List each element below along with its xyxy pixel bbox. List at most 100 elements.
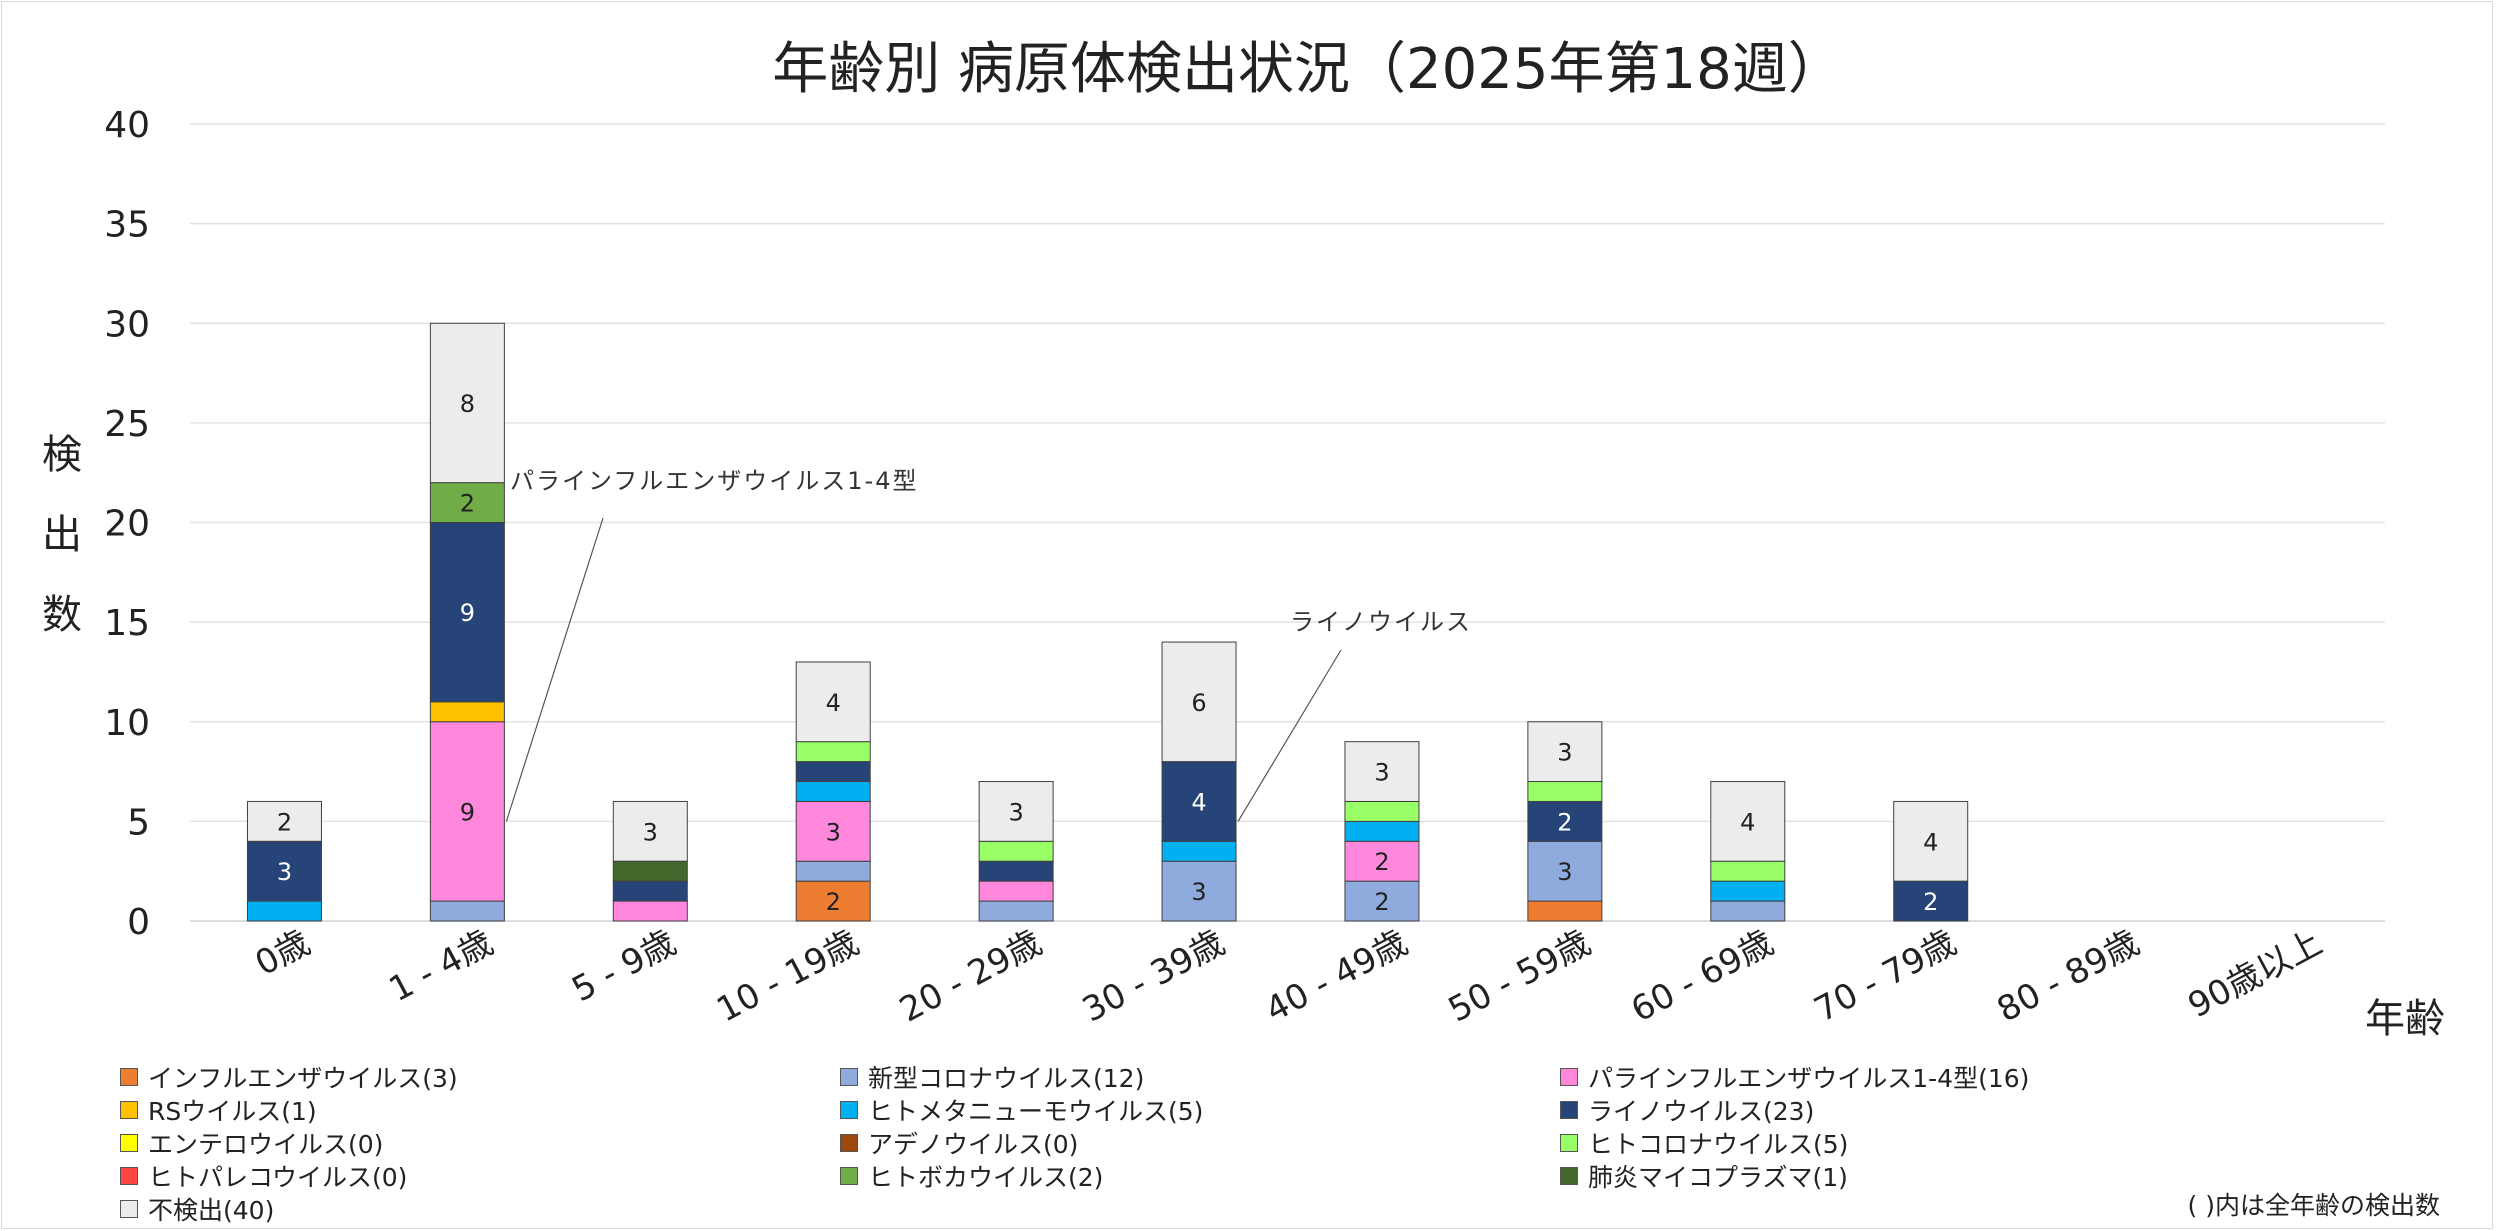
callout-label: パラインフルエンザウイルス1-4型 <box>510 467 918 495</box>
legend-item: パラインフルエンザウイルス1-4型(16) <box>1560 1060 2280 1093</box>
data-label: 3 <box>1557 858 1572 886</box>
legend-item: RSウイルス(1) <box>120 1093 840 1126</box>
bar-segment <box>1527 721 1603 783</box>
bar-segment <box>1344 800 1420 822</box>
x-tick-label: 50 - 59歳 <box>1442 923 1597 1031</box>
bar-segment <box>795 781 871 802</box>
bar-segment <box>978 840 1054 862</box>
y-tick-label: 5 <box>127 802 150 843</box>
bar-segment <box>1344 880 1420 922</box>
bar-segment <box>1344 741 1420 802</box>
bar-segment <box>1161 840 1237 862</box>
bar-segment <box>246 840 322 902</box>
x-tick-label: 90歳以上 <box>2182 923 2329 1027</box>
y-tick-label: 20 <box>104 504 150 545</box>
legend-label: ヒトメタニューモウイルス(5) <box>868 1096 1204 1126</box>
legend-item: ヒトパレコウイルス(0) <box>120 1159 840 1192</box>
y-axis-title-char: 数 <box>42 592 82 638</box>
y-tick-label: 40 <box>104 105 150 146</box>
data-label: 2 <box>1923 888 1938 916</box>
data-label: 3 <box>1557 739 1572 767</box>
legend-label: インフルエンザウイルス(3) <box>148 1063 458 1093</box>
bar-segment <box>612 900 688 922</box>
legend-swatch <box>1560 1166 1578 1185</box>
legend-label: 新型コロナウイルス(12) <box>868 1063 1145 1093</box>
bar-segment <box>429 701 505 723</box>
x-tick-label: 0歳 <box>249 923 317 984</box>
bar-segment <box>1161 761 1237 842</box>
data-labels: 3 2 9 9 2 8 3 2 3 4 3 3 4 6 2 2 3 3 2 3 4 2 4 <box>277 390 1939 916</box>
legend-label: 肺炎マイコプラズマ(1) <box>1588 1162 1848 1192</box>
data-label: 3 <box>643 818 658 846</box>
y-tick-label: 0 <box>127 902 150 943</box>
bar-segment <box>1527 781 1603 802</box>
legend-item: インフルエンザウイルス(3) <box>120 1060 840 1093</box>
bar-segment <box>1161 860 1237 922</box>
data-label: 4 <box>1740 808 1755 836</box>
bar-segment <box>429 322 505 484</box>
y-axis-title-char: 出 <box>42 512 82 558</box>
x-axis-ticks: 0歳 1 - 4歳 5 - 9歳 10 - 19歳 20 - 29歳 30 - 39歳 40… <box>249 923 2329 1031</box>
bar-segment <box>1344 840 1420 882</box>
bars <box>246 322 1969 922</box>
bar-segment <box>612 860 688 882</box>
legend-item: ヒトボカウイルス(2) <box>840 1159 1560 1192</box>
legend-label: パラインフルエンザウイルス1-4型(16) <box>1588 1063 2030 1093</box>
legend-item: ヒトコロナウイルス(5) <box>1560 1126 2280 1159</box>
data-label: 2 <box>1374 888 1389 916</box>
footnote: ( )内は全年齢の検出数 <box>2187 1191 2440 1220</box>
data-label: 2 <box>460 490 475 518</box>
data-label: 3 <box>1374 759 1389 787</box>
data-label: 4 <box>1923 828 1938 856</box>
bar-segment <box>612 800 688 862</box>
y-tick-label: 35 <box>104 205 150 246</box>
y-tick-label: 25 <box>104 404 150 445</box>
legend-label: ヒトコロナウイルス(5) <box>1588 1129 1849 1159</box>
bar-segment <box>1527 900 1603 922</box>
legend-swatch <box>840 1133 858 1152</box>
legend-swatch <box>1560 1133 1578 1152</box>
legend-label: 不検出(40) <box>148 1195 275 1225</box>
x-tick-label: 1 - 4歳 <box>383 923 500 1011</box>
legend-item: アデノウイルス(0) <box>840 1126 1560 1159</box>
legend-swatch <box>120 1100 138 1119</box>
data-label: 9 <box>460 798 475 826</box>
legend-swatch <box>1560 1067 1578 1086</box>
bar-segment <box>1893 800 1969 882</box>
legend-swatch <box>120 1166 138 1185</box>
legend-label: ヒトパレコウイルス(0) <box>148 1162 408 1192</box>
y-axis-ticks: 0 5 10 15 20 25 30 35 40 <box>104 105 150 943</box>
legend-label: エンテロウイルス(0) <box>148 1129 384 1159</box>
x-tick-label: 5 - 9歳 <box>566 923 683 1011</box>
legend-swatch <box>840 1067 858 1086</box>
callout-leader <box>505 517 604 822</box>
x-axis-title: 年齢 <box>2365 996 2445 1042</box>
bar-segment <box>1710 900 1786 922</box>
y-tick-label: 10 <box>104 703 150 744</box>
legend-swatch <box>120 1133 138 1152</box>
data-label: 2 <box>1557 808 1572 836</box>
data-label: 6 <box>1191 689 1206 717</box>
data-label: 8 <box>460 390 475 418</box>
bar-segment <box>978 900 1054 922</box>
legend-swatch <box>120 1199 138 1218</box>
x-tick-label: 70 - 79歳 <box>1808 923 1963 1031</box>
bar-segment <box>978 860 1054 882</box>
bar-segment <box>1710 781 1786 862</box>
legend-label: ヒトボカウイルス(2) <box>868 1162 1104 1192</box>
bar-segment <box>978 880 1054 902</box>
callout-leader <box>1237 649 1342 822</box>
legend-item: 不検出(40) <box>120 1192 840 1225</box>
data-label: 2 <box>1374 848 1389 876</box>
bar-segment <box>429 522 505 703</box>
legend-item: ライノウイルス(23) <box>1560 1093 2280 1126</box>
bar-segment <box>795 661 871 743</box>
x-tick-label: 60 - 69歳 <box>1625 923 1780 1031</box>
callout-label: ライノウイルス <box>1290 608 1472 636</box>
data-label: 3 <box>1191 878 1206 906</box>
bar-segment <box>246 800 322 842</box>
x-tick-label: 80 - 89歳 <box>1991 923 2146 1031</box>
